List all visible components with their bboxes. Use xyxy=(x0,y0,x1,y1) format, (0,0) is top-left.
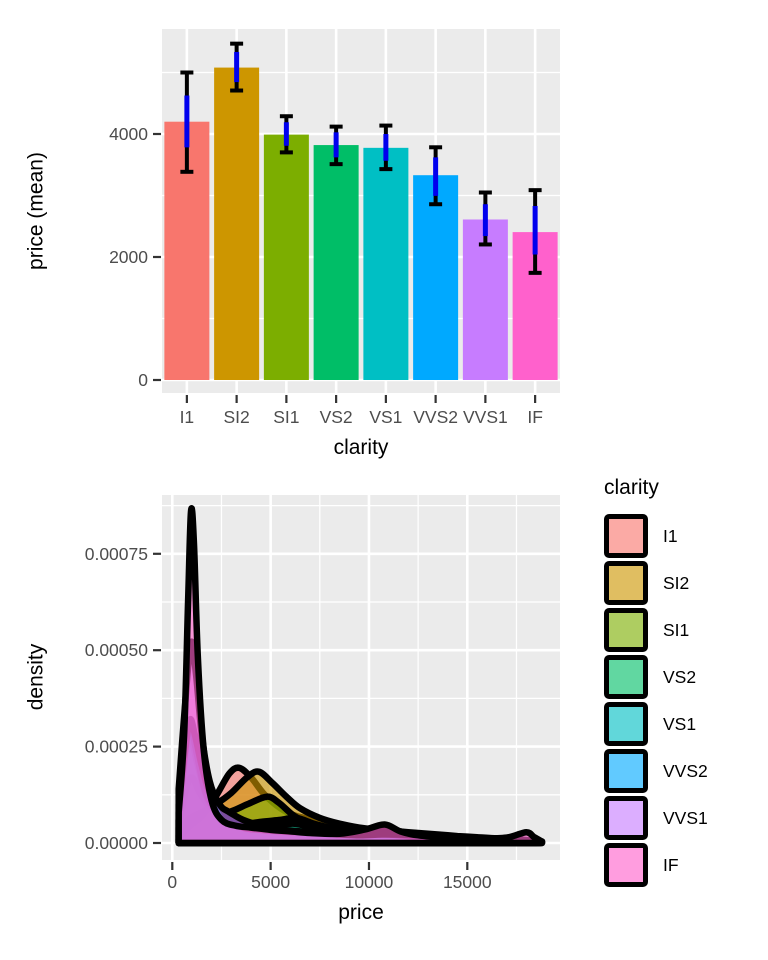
density-y-tick-label: 0.00075 xyxy=(85,544,148,564)
legend-entry-VS2: VS2 xyxy=(604,655,768,699)
bar-chart-x-axis-title: clarity xyxy=(333,436,389,459)
bar-VVS2 xyxy=(413,175,459,380)
bar-x-tick-label: VVS1 xyxy=(463,407,508,427)
legend-label-VS2: VS2 xyxy=(663,667,697,687)
density-chart-y-axis-title: density xyxy=(24,643,48,711)
density-curve-IF xyxy=(175,505,546,847)
legend-entry-I1: I1 xyxy=(604,514,768,558)
bar-SI2 xyxy=(214,67,260,380)
legend-label-SI1: SI1 xyxy=(663,620,690,640)
bar-y-tick-label: 4000 xyxy=(109,124,148,144)
legend-label-I1: I1 xyxy=(663,526,678,546)
legend-key-SI1 xyxy=(604,608,648,652)
density-x-tick-label: 0 xyxy=(167,872,177,892)
bar-x-tick-label: IF xyxy=(527,407,543,427)
bar-x-tick-label: VS2 xyxy=(320,407,353,427)
density-y-tick-label: 0.00050 xyxy=(85,640,149,660)
density-x-tick-label: 5000 xyxy=(251,872,290,892)
legend-key-VVS1 xyxy=(604,796,648,840)
bar-chart-y-axis-title: price (mean) xyxy=(24,152,48,270)
legend-entry-VVS1: VVS1 xyxy=(604,796,768,840)
legend-key-IF xyxy=(604,843,648,887)
legend-key-SI2 xyxy=(604,561,648,605)
legend-label-VVS1: VVS1 xyxy=(663,808,708,828)
legend-entry-SI2: SI2 xyxy=(604,561,768,605)
bar-x-tick-label: VS1 xyxy=(369,407,402,427)
bar-SI1 xyxy=(263,134,309,380)
legend-entry-IF: IF xyxy=(604,843,768,887)
density-chart-x-axis-title: price xyxy=(338,901,384,924)
bar-VS1 xyxy=(363,147,409,380)
density-x-tick-label: 10000 xyxy=(345,872,394,892)
bar-y-tick-label: 2000 xyxy=(109,247,148,267)
legend-entry-VS1: VS1 xyxy=(604,702,768,746)
bar-VS2 xyxy=(313,145,359,380)
legend-key-VS2 xyxy=(604,655,648,699)
bar-x-tick-label: I1 xyxy=(180,407,195,427)
legend-key-VVS2 xyxy=(604,749,648,793)
bar-x-tick-label: SI1 xyxy=(273,407,299,427)
legend-entry-VVS2: VVS2 xyxy=(604,749,768,793)
legend-key-I1 xyxy=(604,514,648,558)
legend-key-VS1 xyxy=(604,702,648,746)
legend-label-VS1: VS1 xyxy=(663,714,697,734)
bar-x-tick-label: VVS2 xyxy=(413,407,458,427)
density-x-tick-label: 15000 xyxy=(443,872,492,892)
clarity-legend: I1 SI2 SI1 VS2 VS1 VVS2 VVS1 IF xyxy=(604,514,768,894)
legend-title: clarity xyxy=(604,476,659,499)
bar-y-tick-label: 0 xyxy=(138,370,148,390)
density-y-tick-label: 0.00025 xyxy=(85,737,148,757)
legend-label-VVS2: VVS2 xyxy=(663,761,708,781)
legend-label-SI2: SI2 xyxy=(663,573,690,593)
legend-label-IF: IF xyxy=(663,855,679,875)
bar-x-tick-label: SI2 xyxy=(223,407,249,427)
legend-entry-SI1: SI1 xyxy=(604,608,768,652)
density-y-tick-label: 0.00000 xyxy=(85,833,149,853)
